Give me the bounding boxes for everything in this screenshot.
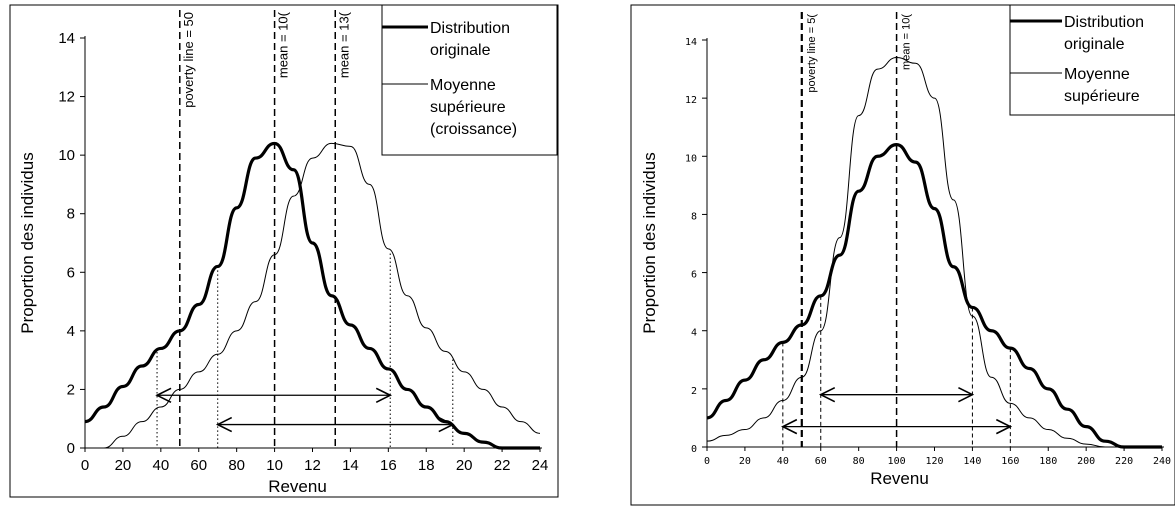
y-tick-label: 0 (691, 444, 697, 455)
arrow-head-left (818, 386, 836, 403)
x-tick-label: 40 (777, 456, 789, 467)
x-tick-label: 240 (1153, 456, 1171, 467)
y-tick-label: 4 (691, 328, 697, 339)
x-axis-title: Revenu (268, 477, 327, 496)
series-line-2 (706, 56, 1115, 448)
x-tick-label: 22 (494, 457, 511, 474)
chart-frame (630, 4, 1175, 506)
series-line-1 (84, 141, 540, 450)
y-tick-label: 2 (691, 386, 697, 397)
arrow-head-left (215, 416, 233, 433)
x-axis-title: Revenu (870, 469, 929, 488)
x-tick-label: 20 (739, 456, 751, 467)
y-tick-label: 6 (691, 270, 697, 281)
x-tick-label: 220 (1115, 456, 1133, 467)
y-axis-title: Proportion des individus (18, 152, 37, 333)
x-tick-label: 0 (81, 457, 89, 474)
x-tick-label: 200 (1077, 456, 1095, 467)
legend-label-1: Distribution originale (430, 20, 510, 59)
x-tick-label: 120 (925, 456, 943, 467)
arrow-head-left (155, 387, 172, 404)
vertical-line-label: poverty line = 5( (806, 14, 818, 93)
x-tick-label: 10 (266, 457, 283, 474)
vertical-line-label: mean = 10( (276, 11, 291, 78)
series-line-1 (706, 143, 1162, 449)
vertical-line-label: mean = 10( (901, 14, 913, 70)
y-tick-label: 8 (67, 206, 75, 223)
x-tick-label: 12 (304, 457, 321, 474)
y-tick-label: 10 (685, 153, 697, 164)
y-tick-label: 10 (58, 147, 75, 164)
y-tick-label: 12 (685, 95, 697, 106)
arrow-head-right (995, 418, 1013, 435)
x-tick-label: 40 (152, 457, 169, 474)
y-tick-label: 6 (67, 264, 75, 281)
x-tick-label: 14 (342, 457, 359, 474)
chart-frame (9, 4, 559, 498)
legend-label-1: Distribution originale (1064, 14, 1144, 53)
x-tick-label: 140 (963, 456, 981, 467)
legend-box (1009, 4, 1175, 116)
y-tick-label: 12 (58, 89, 75, 106)
series-line-2 (85, 142, 541, 449)
legend-label-2: Moyenne supérieure (croissance) (430, 77, 517, 138)
x-tick-label: 80 (853, 456, 865, 467)
x-tick-label: 60 (190, 457, 207, 474)
y-axis-title: Proportion des individus (640, 152, 659, 333)
y-tick-label: 14 (58, 30, 75, 47)
x-tick-label: 24 (532, 457, 549, 474)
vertical-line-label: poverty line = 50 (181, 12, 196, 108)
y-tick-label: 0 (67, 440, 75, 457)
x-tick-label: 16 (380, 457, 397, 474)
arrow-head-right (375, 387, 393, 404)
y-tick-label: 8 (691, 211, 697, 222)
x-tick-label: 60 (815, 456, 827, 467)
y-tick-label: 14 (685, 37, 697, 48)
x-tick-label: 20 (456, 457, 473, 474)
y-tick-label: 4 (67, 323, 75, 340)
arrow-head-right (438, 416, 455, 433)
x-tick-label: 80 (228, 457, 245, 474)
arrow-head-right (958, 386, 975, 403)
x-tick-label: 180 (1039, 456, 1057, 467)
arrow-head-left (781, 418, 798, 435)
x-tick-label: 0 (704, 456, 710, 467)
x-tick-label: 160 (1001, 456, 1019, 467)
legend-label-2: Moyenne supérieure (1064, 66, 1140, 105)
vertical-line-label: mean = 13( (336, 11, 351, 78)
x-tick-label: 20 (115, 457, 132, 474)
x-tick-label: 18 (418, 457, 435, 474)
legend-box (381, 4, 558, 156)
y-tick-label: 2 (67, 381, 75, 398)
x-tick-label: 100 (888, 456, 906, 467)
